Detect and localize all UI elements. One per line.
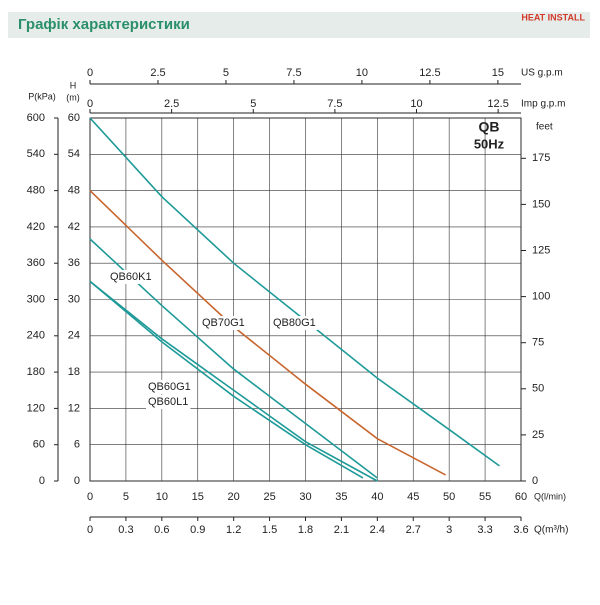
x-tick-label: 40 xyxy=(371,491,383,503)
y-tick-label: 30 xyxy=(68,293,80,305)
p-tick-label: 180 xyxy=(27,366,45,378)
curve xyxy=(89,190,446,476)
p-axis-label: P(kPa) xyxy=(28,91,56,101)
m3h_axis-tick-label: 2.4 xyxy=(370,524,385,536)
annotation: 50Hz xyxy=(474,136,505,151)
feet-tick-label: 175 xyxy=(532,152,550,164)
us_axis-tick-label: 0 xyxy=(87,67,93,79)
x-axis-label: Q(l/min) xyxy=(534,491,566,501)
series-label: QB60L1 xyxy=(148,396,188,408)
m3h_axis-tick-label: 1.5 xyxy=(262,524,277,536)
p-tick-label: 360 xyxy=(27,257,45,269)
m3h_axis-tick-label: 3 xyxy=(446,524,452,536)
feet-axis-label: feet xyxy=(536,122,553,133)
feet-tick-label: 25 xyxy=(532,429,544,441)
imp_axis-tick-label: 10 xyxy=(410,98,422,110)
m3h_axis-tick-label: 2.7 xyxy=(406,524,421,536)
p-tick-label: 60 xyxy=(33,439,45,451)
p-tick-label: 120 xyxy=(27,402,45,414)
y-tick-label: 24 xyxy=(68,330,80,342)
m3h_axis-tick-label: 3.3 xyxy=(477,524,492,536)
curve xyxy=(89,117,500,467)
annotation: QB xyxy=(479,119,500,135)
x-tick-label: 15 xyxy=(192,491,204,503)
label-bg xyxy=(146,395,191,409)
curve xyxy=(89,280,364,479)
label-bg xyxy=(146,380,193,394)
p-tick-label: 480 xyxy=(27,185,45,197)
series-label: QB80G1 xyxy=(273,317,316,329)
y-tick-label: 54 xyxy=(68,148,80,160)
y-tick-label: 6 xyxy=(74,439,80,451)
series-label: QB70G1 xyxy=(202,317,245,329)
feet-tick-label: 150 xyxy=(532,198,550,210)
p-tick-label: 240 xyxy=(27,330,45,342)
y-tick-label: 60 xyxy=(68,112,80,124)
x-tick-label: 50 xyxy=(443,491,455,503)
curve xyxy=(89,280,378,482)
m3h_axis-tick-label: 0.6 xyxy=(154,524,169,536)
imp_axis-label: Imp g.p.m xyxy=(521,99,565,110)
feet-tick-label: 0 xyxy=(532,475,538,487)
m3h_axis-tick-label: 0.9 xyxy=(190,524,205,536)
p-tick-label: 0 xyxy=(39,475,45,487)
y-axis-label: H xyxy=(70,80,77,90)
chart-title: Графік характеристики xyxy=(18,16,190,33)
imp_axis-tick-label: 0 xyxy=(87,98,93,110)
y-tick-label: 36 xyxy=(68,257,80,269)
p-tick-label: 420 xyxy=(27,221,45,233)
us_axis-tick-label: 12.5 xyxy=(419,67,440,79)
imp_axis-tick-label: 2.5 xyxy=(164,98,179,110)
x-tick-label: 45 xyxy=(407,491,419,503)
label-bg xyxy=(200,316,247,330)
x-tick-label: 25 xyxy=(263,491,275,503)
p-tick-label: 300 xyxy=(27,293,45,305)
m3h_axis-tick-label: 1.2 xyxy=(226,524,241,536)
y-tick-label: 42 xyxy=(68,221,80,233)
y-tick-label: 48 xyxy=(68,185,80,197)
feet-tick-label: 125 xyxy=(532,244,550,256)
imp_axis-tick-label: 12.5 xyxy=(487,98,508,110)
m3h_axis-tick-label: 0.3 xyxy=(118,524,133,536)
x-tick-label: 10 xyxy=(156,491,168,503)
y-axis-label: (m) xyxy=(66,92,80,102)
series-label: QB60K1 xyxy=(110,271,152,283)
y-tick-label: 18 xyxy=(68,366,80,378)
x-tick-label: 0 xyxy=(87,491,93,503)
logo: HEAT INSTALL xyxy=(521,12,585,22)
x-tick-label: 30 xyxy=(299,491,311,503)
m3h_axis-label: Q(m³/h) xyxy=(534,525,568,536)
imp_axis-tick-label: 5 xyxy=(250,98,256,110)
header-band xyxy=(8,12,590,38)
feet-tick-label: 100 xyxy=(532,291,550,303)
feet-tick-label: 75 xyxy=(532,337,544,349)
label-bg xyxy=(271,316,318,330)
us_axis-tick-label: 7.5 xyxy=(286,67,301,79)
y-tick-label: 12 xyxy=(68,402,80,414)
m3h_axis-tick-label: 0 xyxy=(87,524,93,536)
x-tick-label: 35 xyxy=(335,491,347,503)
p-tick-label: 540 xyxy=(27,148,45,160)
us_axis-tick-label: 15 xyxy=(492,67,504,79)
y-tick-label: 0 xyxy=(74,475,80,487)
feet-tick-label: 50 xyxy=(532,383,544,395)
p-tick-label: 600 xyxy=(27,112,45,124)
us_axis-tick-label: 10 xyxy=(356,67,368,79)
us_axis-tick-label: 5 xyxy=(223,67,229,79)
series-label: QB60G1 xyxy=(148,381,191,393)
x-tick-label: 55 xyxy=(479,491,491,503)
m3h_axis-tick-label: 3.6 xyxy=(513,524,528,536)
label-bg xyxy=(108,270,154,284)
m3h_axis-tick-label: 1.8 xyxy=(298,524,313,536)
x-tick-label: 60 xyxy=(515,491,527,503)
x-tick-label: 20 xyxy=(228,491,240,503)
us_axis-label: US g.p.m xyxy=(521,68,563,79)
imp_axis-tick-label: 7.5 xyxy=(327,98,342,110)
m3h_axis-tick-label: 2.1 xyxy=(334,524,349,536)
x-tick-label: 5 xyxy=(123,491,129,503)
us_axis-tick-label: 2.5 xyxy=(150,67,165,79)
